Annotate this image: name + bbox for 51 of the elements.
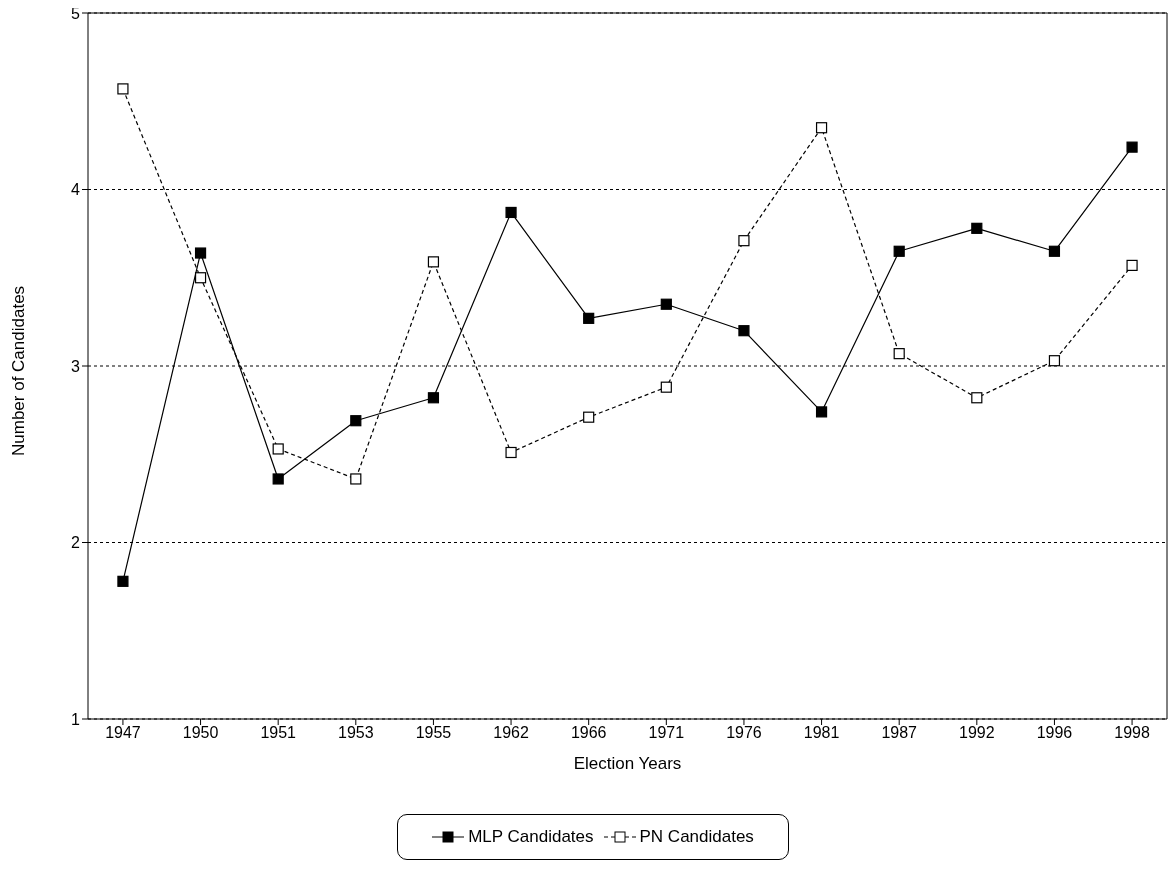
x-tick-label: 1947 <box>105 724 141 742</box>
x-tick-label: 1951 <box>260 724 297 742</box>
x-tick-label: 1950 <box>182 724 219 742</box>
point <box>815 122 828 134</box>
x-tick-label: 1981 <box>803 724 840 742</box>
y-axis-title: Number of Candidates <box>9 285 29 456</box>
point <box>738 235 750 247</box>
legend-label: PN Candidates <box>639 827 754 847</box>
point <box>194 247 207 259</box>
point <box>117 83 129 95</box>
point <box>971 222 983 234</box>
point <box>893 245 905 257</box>
y-tick-label: 3 <box>71 357 81 375</box>
point <box>427 256 440 268</box>
point <box>272 473 284 485</box>
point <box>971 392 983 404</box>
point <box>1048 245 1061 257</box>
point <box>350 415 362 427</box>
x-tick-label: 1962 <box>493 724 529 742</box>
point <box>660 381 672 393</box>
point <box>350 473 362 485</box>
point <box>1126 259 1138 271</box>
point <box>583 411 595 423</box>
x-tick-label: 1987 <box>881 724 918 742</box>
x-tick-label: 1955 <box>415 724 452 742</box>
point <box>505 206 517 219</box>
point <box>583 312 595 324</box>
point <box>893 348 905 360</box>
x-tick-label: 1998 <box>1114 724 1150 742</box>
x-tick-label: 1966 <box>570 724 607 742</box>
point <box>505 446 517 459</box>
point <box>1048 355 1061 367</box>
y-tick-label: 4 <box>71 181 81 199</box>
point <box>1126 141 1138 153</box>
point <box>815 406 828 418</box>
point <box>194 272 207 284</box>
y-tick-label: 5 <box>71 4 81 22</box>
point <box>272 443 284 455</box>
x-tick-label: 1953 <box>338 724 374 742</box>
x-tick-label: 1996 <box>1036 724 1073 742</box>
point <box>738 325 750 337</box>
x-tick-label: 1976 <box>726 724 762 742</box>
x-tick-label: 1992 <box>959 724 995 742</box>
point <box>117 575 129 587</box>
legend-label: MLP Candidates <box>468 827 594 847</box>
point <box>427 392 440 404</box>
x-tick-label: 1971 <box>648 724 685 742</box>
y-tick-label: 1 <box>71 710 81 728</box>
y-tick-label: 2 <box>71 534 81 552</box>
x-axis-title: Election Years <box>573 754 682 774</box>
point <box>660 298 672 310</box>
